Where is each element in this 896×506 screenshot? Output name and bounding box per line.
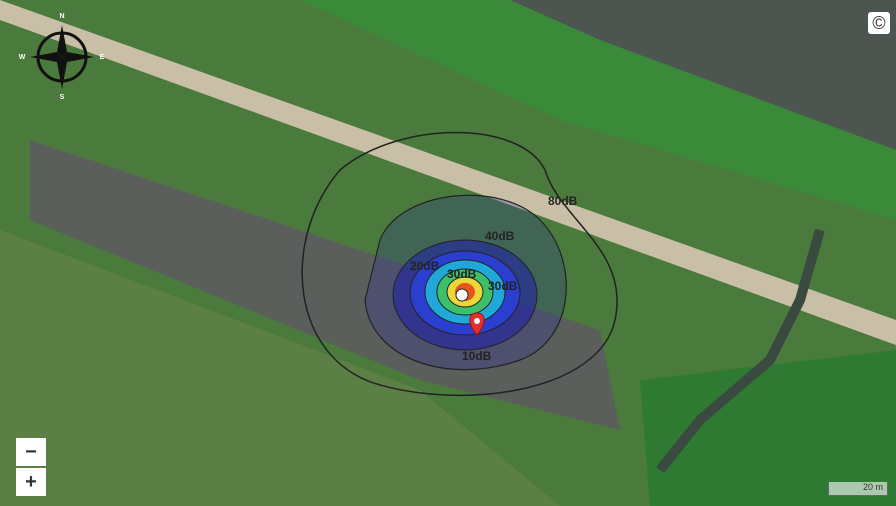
field (30, 140, 620, 430)
field (0, 230, 560, 506)
contour-label: 20dB (410, 259, 440, 273)
zoom-out-button[interactable]: − (16, 438, 46, 466)
field (510, 0, 896, 150)
compass-label: W (19, 54, 26, 61)
field (640, 350, 896, 506)
scale-bar: 20 m (828, 482, 888, 496)
contour-label: 10dB (462, 349, 492, 363)
contour (301, 131, 618, 397)
compass-label: S (60, 94, 65, 101)
field (300, 0, 896, 220)
contour-label: 30dB (488, 279, 518, 293)
contour-label: 80dB (548, 194, 578, 208)
road (0, 0, 896, 345)
compass: N E S W (19, 13, 105, 101)
compass-label: E (100, 54, 105, 61)
marker-dot (474, 318, 480, 324)
contour-label: 40dB (485, 229, 515, 243)
canal (656, 228, 825, 474)
contour-label: 30dB (447, 267, 477, 281)
compass-label: N (59, 13, 64, 20)
source (455, 288, 469, 302)
copyright-button[interactable]: © (868, 12, 890, 34)
zoom-in-button[interactable]: + (16, 468, 46, 496)
